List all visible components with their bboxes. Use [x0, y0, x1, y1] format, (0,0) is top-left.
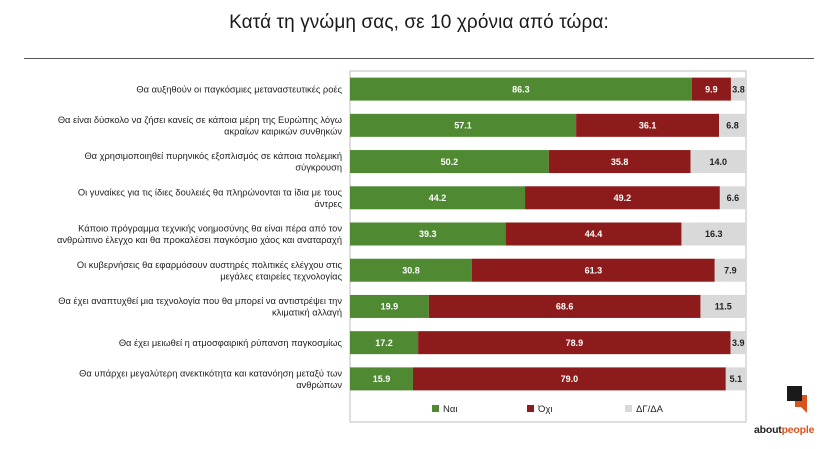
plot-frame	[349, 70, 747, 423]
data-label: 7.9	[724, 265, 737, 275]
data-label: 39.3	[419, 229, 437, 239]
category-label-line: Κάποιο πρόγραμμα τεχνικής νοημοσύνης θα …	[78, 224, 342, 234]
bar-segment	[719, 113, 746, 137]
bar-segment	[350, 331, 419, 355]
data-label: 61.3	[585, 265, 603, 275]
category-label-line: σύγκρουση	[295, 163, 342, 173]
legend-label: ΔΓ/ΔΑ	[636, 404, 664, 415]
chart-title: Κατά τη γνώμη σας, σε 10 χρόνια από τώρα…	[229, 12, 609, 33]
bar-segment	[471, 258, 715, 282]
bar-segment	[714, 258, 746, 282]
data-label: 57.1	[454, 121, 472, 131]
bar-segment	[730, 331, 746, 355]
bar-segment	[350, 367, 413, 391]
bar-segment	[730, 77, 746, 101]
legend-swatch	[527, 405, 534, 412]
category-label: Κάποιο πρόγραμμα τεχνικής νοημοσύνης θα …	[57, 224, 342, 246]
category-label-line: Θα είναι δύσκολο να ζήσει κανείς σε κάπο…	[58, 115, 342, 125]
legend-swatch	[432, 405, 439, 412]
aboutpeople-logo-icon	[787, 386, 807, 413]
bar-segment	[690, 150, 746, 174]
category-label-line: Οι κυβερνήσεις θα εφαρμόσουν αυστηρές πο…	[77, 260, 343, 270]
data-label: 16.3	[705, 229, 723, 239]
data-label: 17.2	[375, 338, 393, 348]
data-label: 6.8	[726, 121, 739, 131]
bar-segment	[350, 150, 549, 174]
legend-label: Όχι	[537, 404, 552, 415]
bar-segment	[412, 367, 726, 391]
category-label: Οι κυβερνήσεις θα εφαρμόσουν αυστηρές πο…	[77, 260, 343, 282]
data-label: 86.3	[512, 84, 530, 94]
data-label: 5.1	[730, 374, 743, 384]
data-label: 49.2	[614, 193, 632, 203]
data-label: 36.1	[639, 121, 657, 131]
brand-logo-text: aboutpeople	[754, 424, 814, 436]
data-label: 15.9	[373, 374, 391, 384]
bar-segment	[525, 186, 720, 210]
category-label: Θα χρησιμοποιηθεί πυρηνικός εξοπλισμός σ…	[84, 151, 342, 173]
bar-segment	[350, 258, 472, 282]
bar-segment	[505, 222, 682, 246]
category-label-line: ανθρώπινο έλεγχο και θα προκαλέσει παγκό…	[57, 235, 342, 245]
bars: 86.3 9.9 3.8 57.1 36.1 6.8 50.2 35.8 14.0 44.2 49.…	[350, 77, 746, 391]
bar-segment	[691, 77, 731, 101]
data-label: 50.2	[441, 157, 459, 167]
data-label: 9.9	[705, 84, 718, 94]
category-labels: Θα αυξηθούν οι παγκόσμιες μεταναστευτικέ…	[57, 84, 343, 390]
category-label-line: Θα έχει μειωθεί η ατμοσφαιρική ρύπανση π…	[119, 338, 343, 348]
bar-segment	[350, 222, 506, 246]
category-label-line: ακραίων καιρικών συνθηκών	[224, 126, 342, 136]
category-label: Θα αυξηθούν οι παγκόσμιες μεταναστευτικέ…	[136, 84, 342, 94]
data-label: 78.9	[566, 338, 584, 348]
data-label: 79.0	[561, 374, 579, 384]
plot-border	[349, 70, 747, 423]
data-label: 19.9	[381, 302, 399, 312]
bar-segment	[418, 331, 731, 355]
data-label: 44.4	[585, 229, 603, 239]
category-label: Θα έχει μειωθεί η ατμοσφαιρική ρύπανση π…	[119, 338, 343, 348]
bar-segment	[350, 294, 429, 318]
bar-segment	[548, 150, 691, 174]
brand-name-part1: about	[754, 424, 782, 436]
bar-segment	[428, 294, 701, 318]
bar-segment	[350, 113, 577, 137]
data-label: 14.0	[710, 157, 728, 167]
legend-swatch	[625, 405, 632, 412]
bar-segment	[725, 367, 746, 391]
legend: Ναι Όχι ΔΓ/ΔΑ	[432, 404, 664, 415]
data-label: 11.5	[715, 302, 732, 312]
category-label-line: ανθρώπων	[296, 380, 342, 390]
category-label-line: κλιματική αλλαγή	[272, 307, 342, 317]
category-label: Θα έχει αναπτυχθεί μια τεχνολογία που θα…	[58, 296, 342, 318]
data-label: 30.8	[402, 265, 420, 275]
category-label-line: Οι γυναίκες για τις ίδιες δουλειές θα πλ…	[78, 187, 343, 197]
bar-segment	[576, 113, 720, 137]
category-label: Θα υπάρχει μεγαλύτερη ανεκτικότητα και κ…	[79, 368, 342, 390]
category-label: Θα είναι δύσκολο να ζήσει κανείς σε κάπο…	[58, 115, 343, 137]
data-label: 3.9	[732, 338, 745, 348]
data-label: 3.8	[732, 84, 745, 94]
category-label-line: Θα χρησιμοποιηθεί πυρηνικός εξοπλισμός σ…	[84, 151, 342, 161]
bar-segment	[350, 186, 526, 210]
bar-segment	[700, 294, 746, 318]
data-label: 44.2	[429, 193, 447, 203]
title-divider	[24, 58, 814, 59]
brand-name-part2: people	[781, 424, 815, 436]
data-label: 35.8	[611, 157, 629, 167]
bar-segment	[719, 186, 746, 210]
category-label-line: Θα έχει αναπτυχθεί μια τεχνολογία που θα…	[58, 296, 342, 306]
data-label: 68.6	[556, 302, 574, 312]
data-label: 6.6	[727, 193, 740, 203]
category-label-line: μεγάλες εταιρείες τεχνολογίας	[220, 271, 342, 281]
legend-label: Ναι	[443, 404, 457, 415]
category-label-line: Θα υπάρχει μεγαλύτερη ανεκτικότητα και κ…	[79, 368, 342, 378]
bar-segment	[350, 77, 692, 101]
category-label-line: άντρες	[314, 199, 342, 209]
category-label-line: Θα αυξηθούν οι παγκόσμιες μεταναστευτικέ…	[136, 84, 342, 94]
category-label: Οι γυναίκες για τις ίδιες δουλειές θα πλ…	[78, 187, 343, 209]
bar-segment	[681, 222, 746, 246]
